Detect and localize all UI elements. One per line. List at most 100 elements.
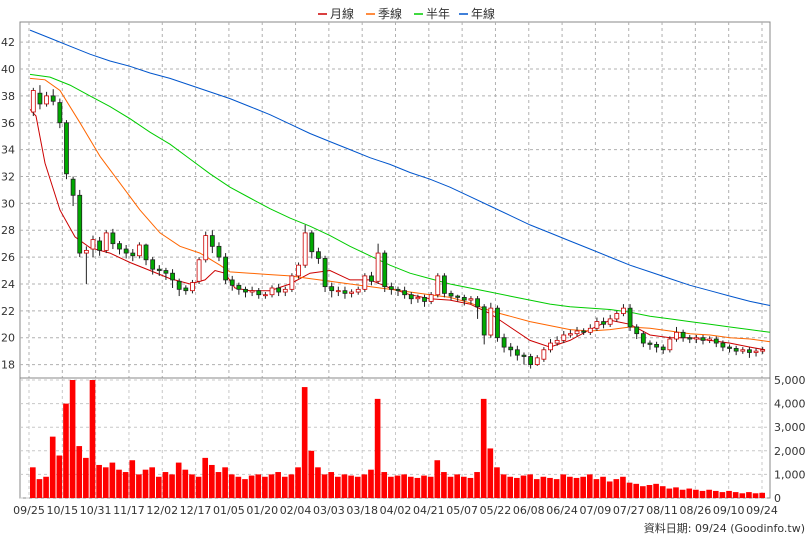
candle-body <box>196 259 202 282</box>
candle-body <box>627 307 633 328</box>
candle <box>236 282 242 295</box>
volume-bar <box>739 493 746 498</box>
candle-body <box>309 232 315 253</box>
volume-bar <box>328 472 335 498</box>
candle-body <box>223 256 228 281</box>
candle-body <box>176 280 182 290</box>
volume-bar <box>686 488 693 498</box>
candle <box>514 345 520 361</box>
volume-bar <box>613 479 620 498</box>
candle <box>276 283 282 297</box>
volume-bar <box>242 479 248 498</box>
volume-bar <box>202 457 209 498</box>
candle <box>64 120 69 180</box>
candle-body <box>249 290 255 293</box>
candle-body <box>640 333 646 344</box>
volume-bar <box>474 472 480 498</box>
candle-body <box>355 288 361 293</box>
volume-bar <box>394 475 401 498</box>
volume-bar <box>454 474 460 498</box>
candle-body <box>501 337 507 348</box>
volume-y-tick-label: 2,000 <box>774 445 806 458</box>
candle <box>196 257 202 284</box>
legend-item: 半年 <box>414 7 450 21</box>
candle-body <box>667 338 673 351</box>
volume-bar <box>653 483 659 498</box>
candle <box>150 257 156 275</box>
volume-bar <box>480 398 487 498</box>
candle <box>143 243 149 266</box>
volume-bar <box>321 474 328 498</box>
candle <box>554 336 560 346</box>
candle <box>607 314 613 327</box>
candle <box>561 330 567 344</box>
volume-bar <box>626 482 633 498</box>
volume-bar <box>573 477 580 498</box>
candle-body <box>316 251 321 259</box>
candle-body <box>554 339 560 344</box>
volume-bar <box>129 460 136 498</box>
candle <box>163 267 169 280</box>
candle <box>57 98 63 129</box>
volume-bar <box>719 492 726 498</box>
candle-body <box>117 243 122 250</box>
candle <box>229 275 235 291</box>
candle <box>521 352 527 365</box>
volume-bar <box>288 474 295 498</box>
candle <box>282 286 288 297</box>
candle-body <box>481 306 487 336</box>
price-y-tick-label: 32 <box>1 170 15 183</box>
volume-bar <box>348 475 354 498</box>
x-tick-label: 03/03 <box>313 504 345 517</box>
candle <box>335 286 341 297</box>
candle <box>674 326 679 342</box>
volume-bar <box>49 436 56 498</box>
candle <box>541 347 547 362</box>
volume-y-tick-label: 4,000 <box>774 398 806 411</box>
volume-bar <box>567 476 573 498</box>
volume-bar <box>335 476 341 498</box>
volume-bar <box>248 475 255 498</box>
price-y-ticks: 42 40 38 36 34 32 30 28 26 24 22 20 18 <box>1 36 15 371</box>
candle-body <box>461 296 467 301</box>
volume-bar <box>659 486 666 498</box>
volume-bar <box>102 467 109 498</box>
volume-bar <box>215 472 222 498</box>
candle <box>581 328 587 336</box>
volume-bar <box>36 479 43 498</box>
volume-bar <box>315 467 321 498</box>
candle <box>660 344 666 354</box>
candle-body <box>408 294 414 300</box>
candle-body <box>693 337 699 340</box>
candle-body <box>322 258 328 288</box>
volume-bar <box>593 479 600 498</box>
volume-bar <box>494 467 500 498</box>
volume-bar <box>295 467 301 498</box>
candle-body <box>137 244 142 257</box>
candle <box>574 326 580 337</box>
x-tick-label: 03/18 <box>346 504 378 517</box>
candle <box>123 245 129 259</box>
volume-bar <box>414 477 421 498</box>
x-tick-label: 10/31 <box>80 504 112 517</box>
x-tick-label: 08/26 <box>680 504 712 517</box>
candle <box>428 292 434 305</box>
volume-bar <box>374 398 381 498</box>
candle-body <box>707 338 713 341</box>
candle-body <box>123 248 129 254</box>
volume-bar <box>434 460 441 498</box>
legend-label: 年線 <box>471 6 495 21</box>
volume-bar <box>514 477 520 498</box>
x-tick-label: 12/17 <box>180 504 212 517</box>
volume-bar <box>301 387 308 498</box>
volume-bar <box>640 486 646 498</box>
candle <box>587 324 593 336</box>
candle <box>753 348 759 357</box>
candle <box>634 324 640 340</box>
volume-bar <box>354 476 361 498</box>
candle-body <box>382 252 388 288</box>
candle <box>223 253 228 284</box>
candle <box>654 341 659 353</box>
candle-body <box>428 294 434 302</box>
